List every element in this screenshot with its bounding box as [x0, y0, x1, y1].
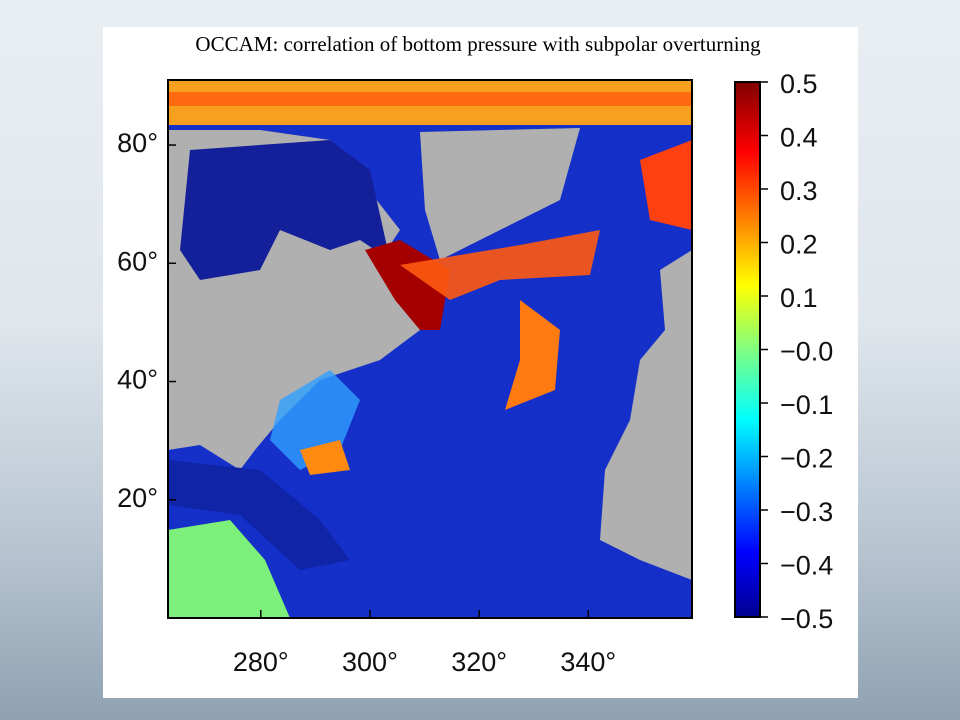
- colorbar-tick-label: −0.0: [780, 337, 833, 367]
- caribbean: [168, 460, 350, 570]
- map-frame: [167, 79, 693, 619]
- colorbar-tick-label: 0.5: [780, 69, 818, 99]
- colorbar-tick-label: 0.3: [780, 176, 818, 206]
- x-tick-label: 340°: [560, 647, 616, 677]
- y-tick-label: 20°: [117, 483, 158, 513]
- colorbar-tick-label: 0.4: [780, 123, 818, 153]
- y-tick-label: 80°: [117, 128, 158, 158]
- ticks: 280° 300° 320° 340° 20° 40° 60° 80° 0.5 0.4 0.3 0.2…: [117, 69, 833, 677]
- colorbar-tick-label: 0.2: [780, 230, 818, 260]
- x-tick-label: 320°: [451, 647, 507, 677]
- subpolar-patch: [400, 230, 600, 300]
- colorbar-tick-label: 0.1: [780, 283, 818, 313]
- arctic-band: [168, 92, 692, 106]
- x-tick-label: 280°: [233, 647, 289, 677]
- colorbar-tick-label: −0.2: [780, 444, 833, 474]
- title: OCCAM: correlation of bottom pressure wi…: [195, 32, 761, 56]
- colorbar: [734, 81, 761, 618]
- x-tick-label: 300°: [342, 647, 398, 677]
- map: [168, 80, 692, 618]
- colorbar-tick-label: −0.5: [780, 604, 833, 634]
- south-america: [168, 520, 290, 618]
- colorbar-tick-label: −0.4: [780, 551, 833, 581]
- gulf-stream-patch: [300, 440, 350, 475]
- mid-atlantic-patch: [505, 300, 560, 410]
- y-tick-label: 60°: [117, 246, 158, 276]
- greenland: [420, 128, 580, 260]
- hudson-bay: [180, 140, 390, 280]
- y-tick-label: 40°: [117, 365, 158, 395]
- nordic-patch: [640, 140, 692, 230]
- colorbar-tick-label: −0.3: [780, 497, 833, 527]
- europe-africa: [600, 250, 692, 580]
- colorbar-tick-label: −0.1: [780, 390, 833, 420]
